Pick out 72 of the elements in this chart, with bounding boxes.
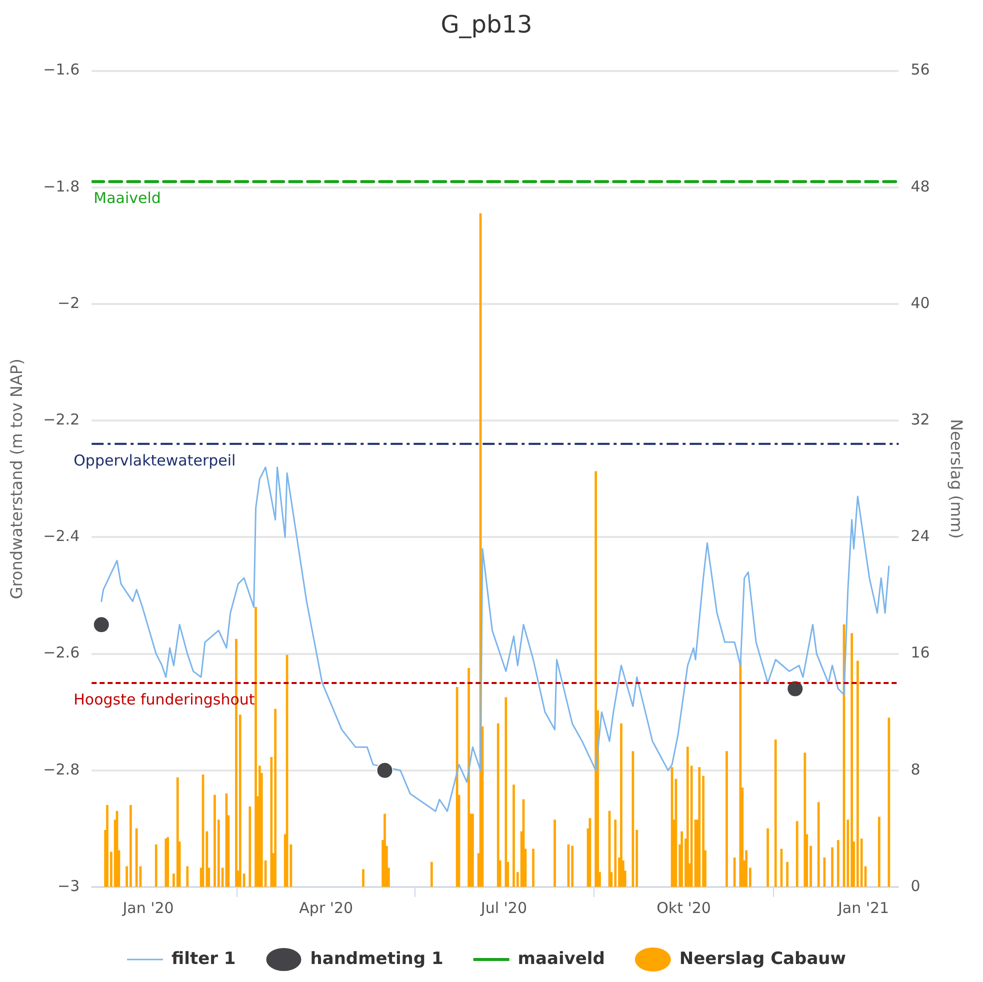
bar — [176, 777, 179, 887]
y-tick-label: −2.4 — [43, 527, 80, 546]
bar — [878, 816, 880, 887]
bar — [620, 723, 622, 887]
bar — [135, 828, 138, 887]
bar — [254, 606, 257, 887]
legend-label: Neerslag Cabauw — [679, 948, 846, 969]
ref-line-label: Oppervlaktewaterpeil — [74, 451, 236, 470]
bar — [850, 633, 853, 887]
y-tick-label: −2.6 — [43, 644, 80, 662]
bar — [106, 805, 108, 887]
point — [786, 680, 804, 698]
x-tick-label: Okt '20 — [656, 898, 711, 917]
bar — [831, 847, 834, 887]
bar — [504, 697, 508, 887]
bar — [154, 844, 158, 887]
legend-label: handmeting 1 — [310, 948, 444, 969]
y-axis-title: Grondwaterstand (m tov NAP) — [6, 358, 26, 600]
bar — [774, 739, 777, 887]
bar — [214, 794, 216, 887]
bar — [726, 751, 728, 887]
point — [376, 762, 394, 779]
legend-label: maaiveld — [518, 948, 605, 969]
x-tick-label: Jan '20 — [122, 898, 174, 917]
y2-tick-label: 16 — [910, 644, 930, 662]
bar — [766, 828, 769, 887]
y-tick-label: −2.8 — [43, 760, 80, 778]
bar — [856, 660, 859, 887]
y-tick-label: −2.2 — [43, 410, 80, 428]
x-tick-label: Jul '20 — [480, 898, 527, 917]
point — [92, 616, 110, 634]
bar — [468, 668, 470, 887]
bar — [817, 802, 820, 887]
chart-title: G_pb13 — [440, 10, 532, 39]
bar — [430, 862, 433, 887]
bar — [686, 746, 689, 887]
bar — [512, 784, 515, 887]
bar — [594, 471, 597, 887]
y2-tick-label: 40 — [910, 294, 930, 312]
y2-tick-label: 48 — [910, 177, 930, 196]
y-tick-label: −1.6 — [43, 60, 80, 79]
bar — [614, 820, 617, 887]
y2-tick-label: 8 — [910, 760, 920, 778]
y-tick-label: −1.8 — [43, 177, 80, 196]
bar — [274, 708, 276, 887]
legend-label: filter 1 — [172, 948, 236, 969]
y2-tick-label: 0 — [910, 876, 920, 895]
bar — [836, 840, 840, 887]
x-tick-label: Jan '21 — [836, 898, 890, 917]
bar — [571, 846, 574, 887]
bar — [532, 848, 534, 887]
y2-tick-label: 32 — [910, 410, 930, 428]
y-tick-label: −2 — [58, 294, 80, 312]
y2-axis-title: Neerslag (mm) — [947, 419, 966, 539]
bar — [554, 820, 556, 887]
bar — [786, 862, 789, 887]
y-tick-label: −3 — [58, 876, 80, 895]
bar — [362, 869, 364, 887]
bar — [739, 660, 742, 887]
bar — [804, 752, 806, 887]
x-tick-label: Apr '20 — [299, 898, 354, 917]
bar — [680, 831, 683, 887]
bar — [496, 723, 500, 887]
y2-tick-label: 56 — [910, 60, 930, 79]
bar — [698, 767, 701, 887]
bar — [384, 814, 386, 887]
y2-tick-label: 24 — [910, 527, 930, 546]
bar — [248, 806, 252, 887]
bar — [130, 805, 132, 887]
bar — [186, 866, 189, 887]
bar — [796, 821, 798, 887]
annotation: Maaiveld — [94, 188, 161, 207]
